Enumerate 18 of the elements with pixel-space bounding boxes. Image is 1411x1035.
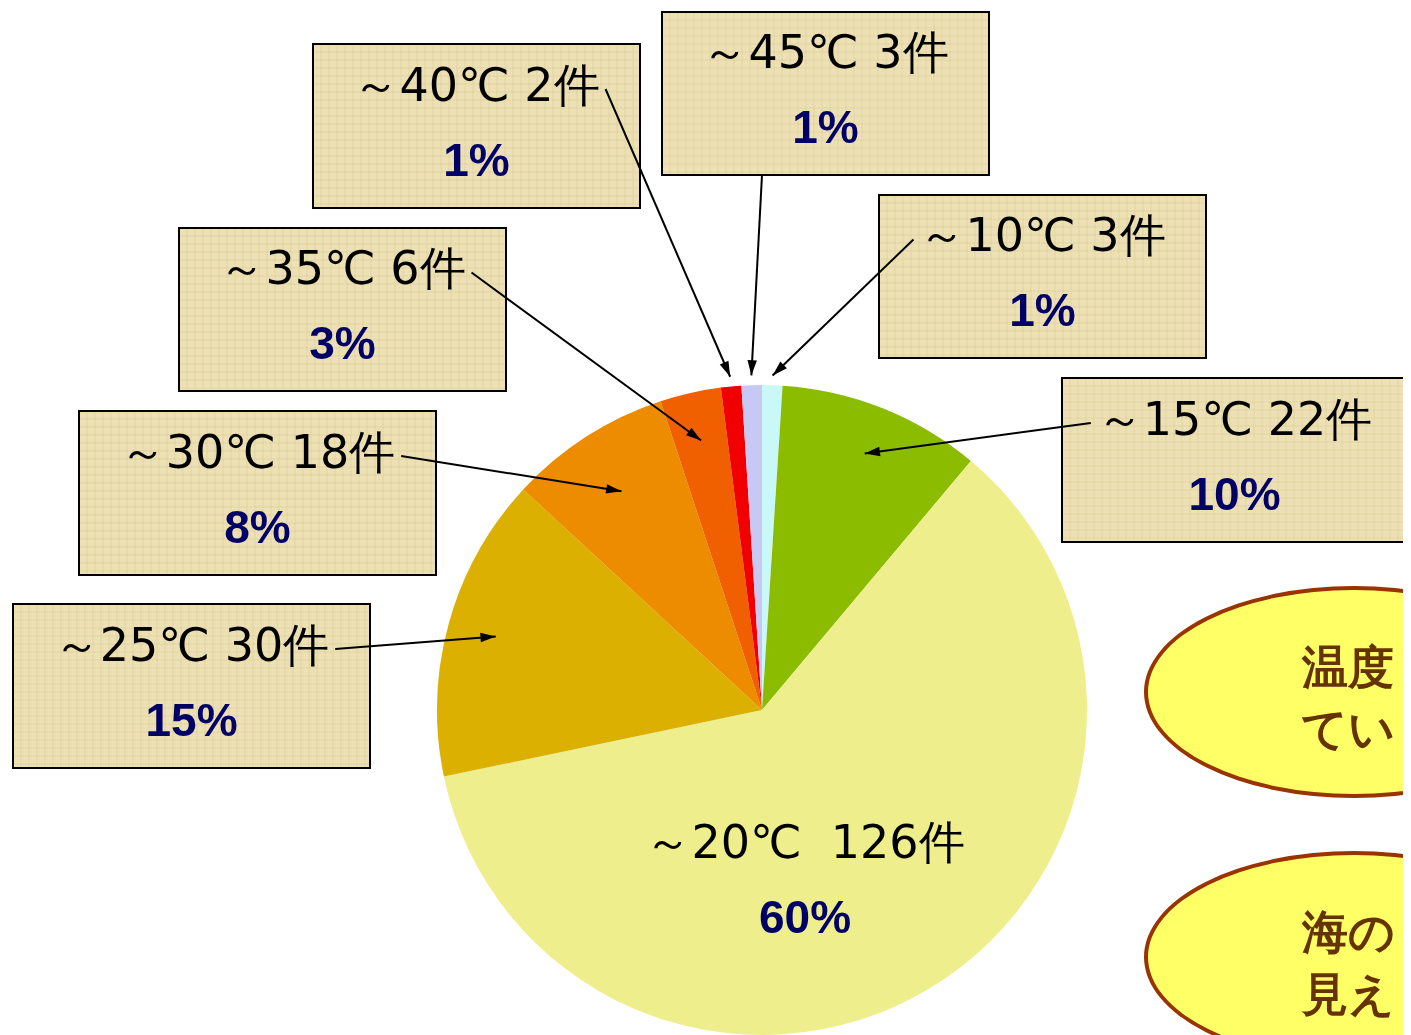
data-label: 15% bbox=[145, 693, 238, 746]
text: 温度てい bbox=[1300, 639, 1396, 758]
slice-label: ～45℃ 3件 bbox=[702, 25, 949, 80]
slice-label: ～35℃ 6件 bbox=[219, 241, 466, 296]
slice-label: ～40℃ 2件 bbox=[353, 57, 600, 112]
slice-label: ～25℃ 30件 bbox=[53, 617, 330, 672]
data-label: 3% bbox=[309, 317, 376, 370]
slice-label: ～30℃ 18件 bbox=[119, 424, 396, 479]
slice-label: ～15℃ 22件 bbox=[1096, 391, 1373, 446]
data-label: 8% bbox=[224, 500, 291, 553]
data-label: 60% bbox=[758, 890, 852, 943]
text: 海の見え bbox=[1300, 904, 1396, 1023]
slice-label: ～20℃ 126件 bbox=[645, 814, 965, 869]
data-label: 1% bbox=[792, 101, 859, 154]
slice-label: ～10℃ 3件 bbox=[919, 208, 1166, 263]
data-label: 1% bbox=[1009, 284, 1076, 337]
data-label: 1% bbox=[443, 133, 510, 186]
data-label: 10% bbox=[1188, 467, 1281, 520]
